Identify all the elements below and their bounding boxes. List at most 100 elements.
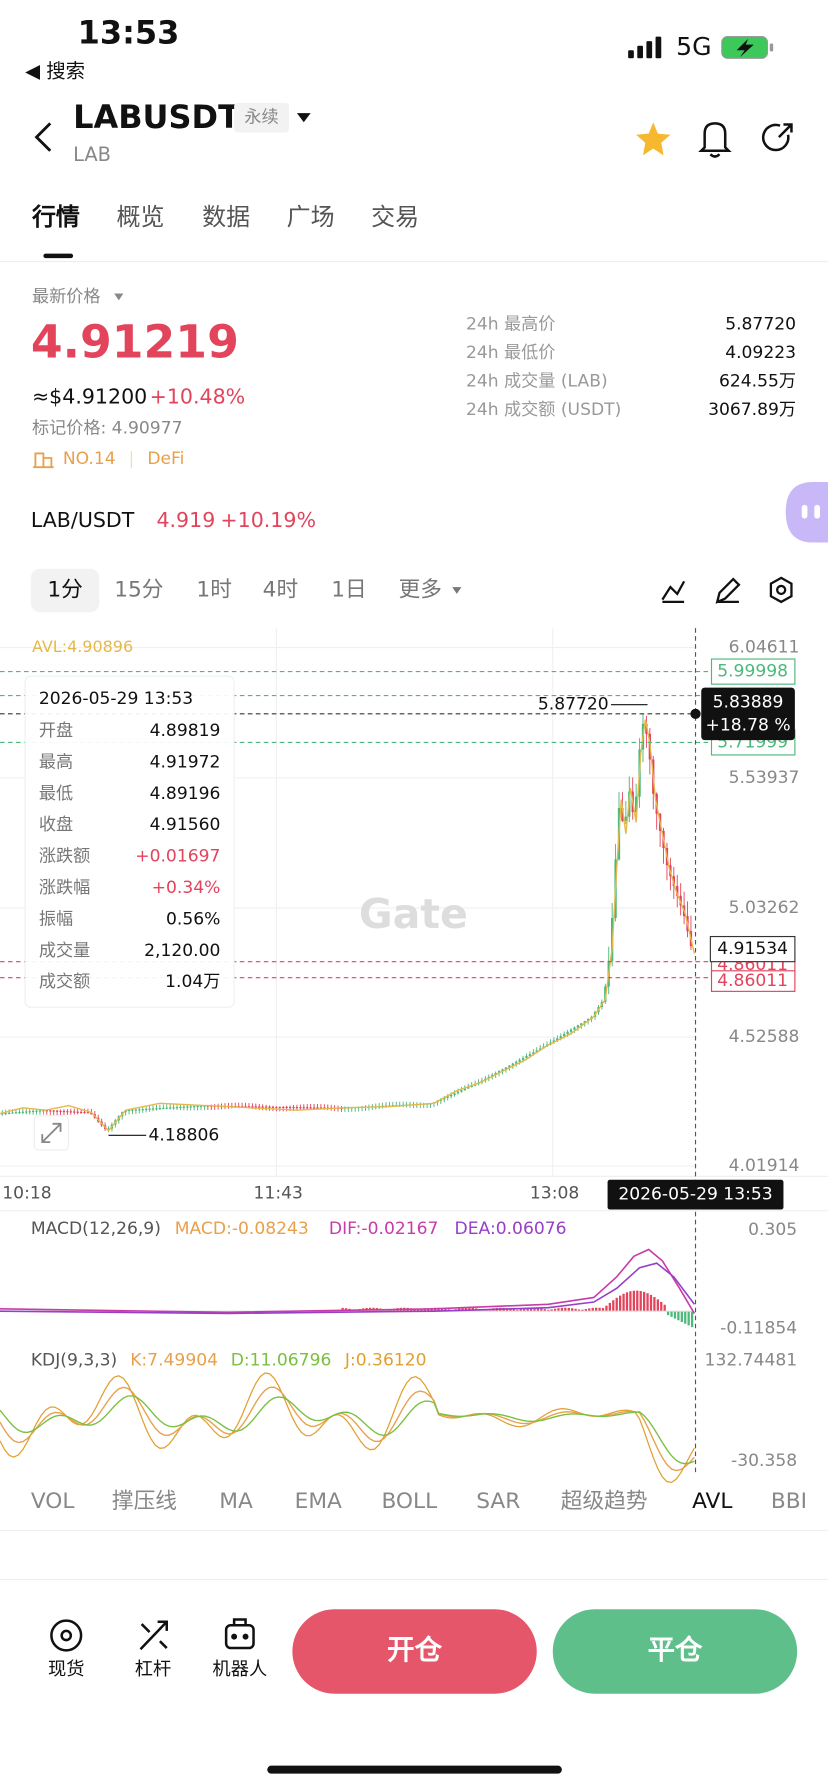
rank-icon [33, 452, 54, 469]
candle-body [151, 1108, 155, 1110]
assistant-bubble[interactable] [785, 482, 828, 543]
symbol-dropdown[interactable] [296, 113, 311, 123]
open-label[interactable]: 开仓 [387, 1635, 442, 1666]
interval[interactable]: 15分 [114, 577, 163, 602]
back-app[interactable]: ◀ 搜索 [25, 59, 85, 82]
indicator[interactable]: EMA [295, 1489, 342, 1514]
back-button[interactable] [34, 122, 52, 152]
candle-body [532, 1052, 535, 1055]
candle-body [25, 1111, 28, 1113]
indicator[interactable]: VOL [31, 1489, 75, 1514]
open-button[interactable] [292, 1609, 537, 1694]
x-axis-label: 13:08 [530, 1184, 579, 1204]
macd-bar [687, 1311, 690, 1326]
nav-label[interactable]: 杠杆 [135, 1659, 172, 1680]
candle-body [460, 1090, 463, 1092]
candle-body [138, 1109, 141, 1111]
candle-body [107, 1128, 110, 1130]
crosshair-dot [690, 708, 701, 719]
tab[interactable]: 广场 [287, 203, 335, 231]
price-dropdown[interactable] [114, 293, 124, 301]
draw-tool[interactable] [715, 577, 741, 604]
high-label: 5.87720 [538, 695, 609, 715]
candle-body [7, 1112, 11, 1114]
tab[interactable]: 数据 [202, 203, 250, 231]
indicator-tool[interactable] [661, 580, 686, 604]
alert[interactable] [698, 122, 732, 158]
price-change: +10.48% [150, 384, 246, 408]
candle-body [268, 1106, 271, 1108]
spot-icon[interactable] [50, 1619, 83, 1652]
candle-body [467, 1087, 470, 1089]
macd-bar [605, 1305, 608, 1312]
macd-bar [632, 1290, 635, 1312]
kdj-line [0, 1386, 695, 1472]
nav-label[interactable]: 机器人 [212, 1659, 267, 1680]
candle-body [508, 1065, 511, 1068]
macd-bar [639, 1291, 642, 1312]
pair-price: 4.919 [156, 508, 215, 532]
y-axis-label: 4.01914 [729, 1156, 800, 1176]
candle-body [59, 1110, 62, 1112]
candle-body [563, 1033, 566, 1037]
candle-body [42, 1110, 45, 1112]
settings[interactable] [769, 576, 793, 604]
candle-body [569, 1029, 573, 1032]
share[interactable] [761, 123, 793, 152]
candle-body [580, 1023, 583, 1026]
favorite[interactable] [636, 122, 671, 156]
margin-icon[interactable] [139, 1620, 168, 1651]
tab[interactable]: 交易 [371, 203, 419, 231]
candle-body [676, 885, 679, 896]
indicator[interactable]: SAR [476, 1489, 520, 1514]
interval[interactable]: 1时 [196, 577, 232, 602]
interval[interactable]: 1分 [47, 577, 83, 602]
candle-body [182, 1106, 186, 1108]
badge: 永续 [244, 108, 278, 128]
nav-label[interactable]: 现货 [48, 1659, 85, 1680]
sector-tag[interactable]: DeFi [147, 449, 184, 469]
base-asset: LAB [73, 143, 111, 166]
bot-icon[interactable] [224, 1618, 255, 1650]
candle-body [285, 1106, 288, 1109]
stat-label: 24h 成交额 (USDT) [466, 400, 621, 420]
more-dropdown[interactable] [452, 587, 462, 594]
candle-body [463, 1088, 466, 1091]
candle-body [193, 1106, 196, 1108]
indicator[interactable]: MA [219, 1489, 253, 1514]
macd-bar [660, 1301, 663, 1312]
interval[interactable]: 更多 [399, 577, 442, 602]
indicator[interactable]: 超级趋势 [561, 1489, 648, 1514]
expand[interactable] [33, 1115, 70, 1151]
candle-body [86, 1112, 90, 1114]
mark-price: 标记价格: 4.90977 [32, 418, 183, 438]
stat-label: 24h 最高价 [466, 314, 555, 334]
interval[interactable]: 1日 [331, 577, 366, 602]
candle-body [145, 1108, 148, 1111]
last-price-tag [709, 935, 796, 963]
candle-body [494, 1072, 497, 1075]
macd-bar [574, 1308, 577, 1312]
macd-bar [653, 1297, 656, 1312]
tab[interactable]: 行情 [31, 203, 80, 231]
indicator[interactable]: BBI [771, 1489, 807, 1514]
candle-body [446, 1096, 449, 1098]
tab[interactable]: 概览 [116, 203, 164, 231]
candle-body [576, 1025, 580, 1028]
candle-body [302, 1107, 305, 1109]
stat-label: 24h 成交量 (LAB) [466, 371, 608, 391]
indicator[interactable]: 撑压线 [112, 1489, 177, 1514]
indicator[interactable]: BOLL [381, 1489, 437, 1514]
signal [628, 36, 662, 59]
interval[interactable]: 4时 [263, 577, 298, 602]
close-label[interactable]: 平仓 [648, 1635, 703, 1666]
candle-body [456, 1091, 460, 1094]
candle-body [196, 1105, 199, 1108]
candle-body [244, 1106, 247, 1108]
indicator[interactable]: AVL [692, 1489, 732, 1514]
tooltip-label: 涨跌额 [39, 847, 90, 867]
close-button[interactable] [552, 1609, 798, 1694]
macd-bar [615, 1297, 618, 1312]
candle-body [158, 1108, 162, 1110]
order-price: 4.86011 [717, 971, 788, 991]
